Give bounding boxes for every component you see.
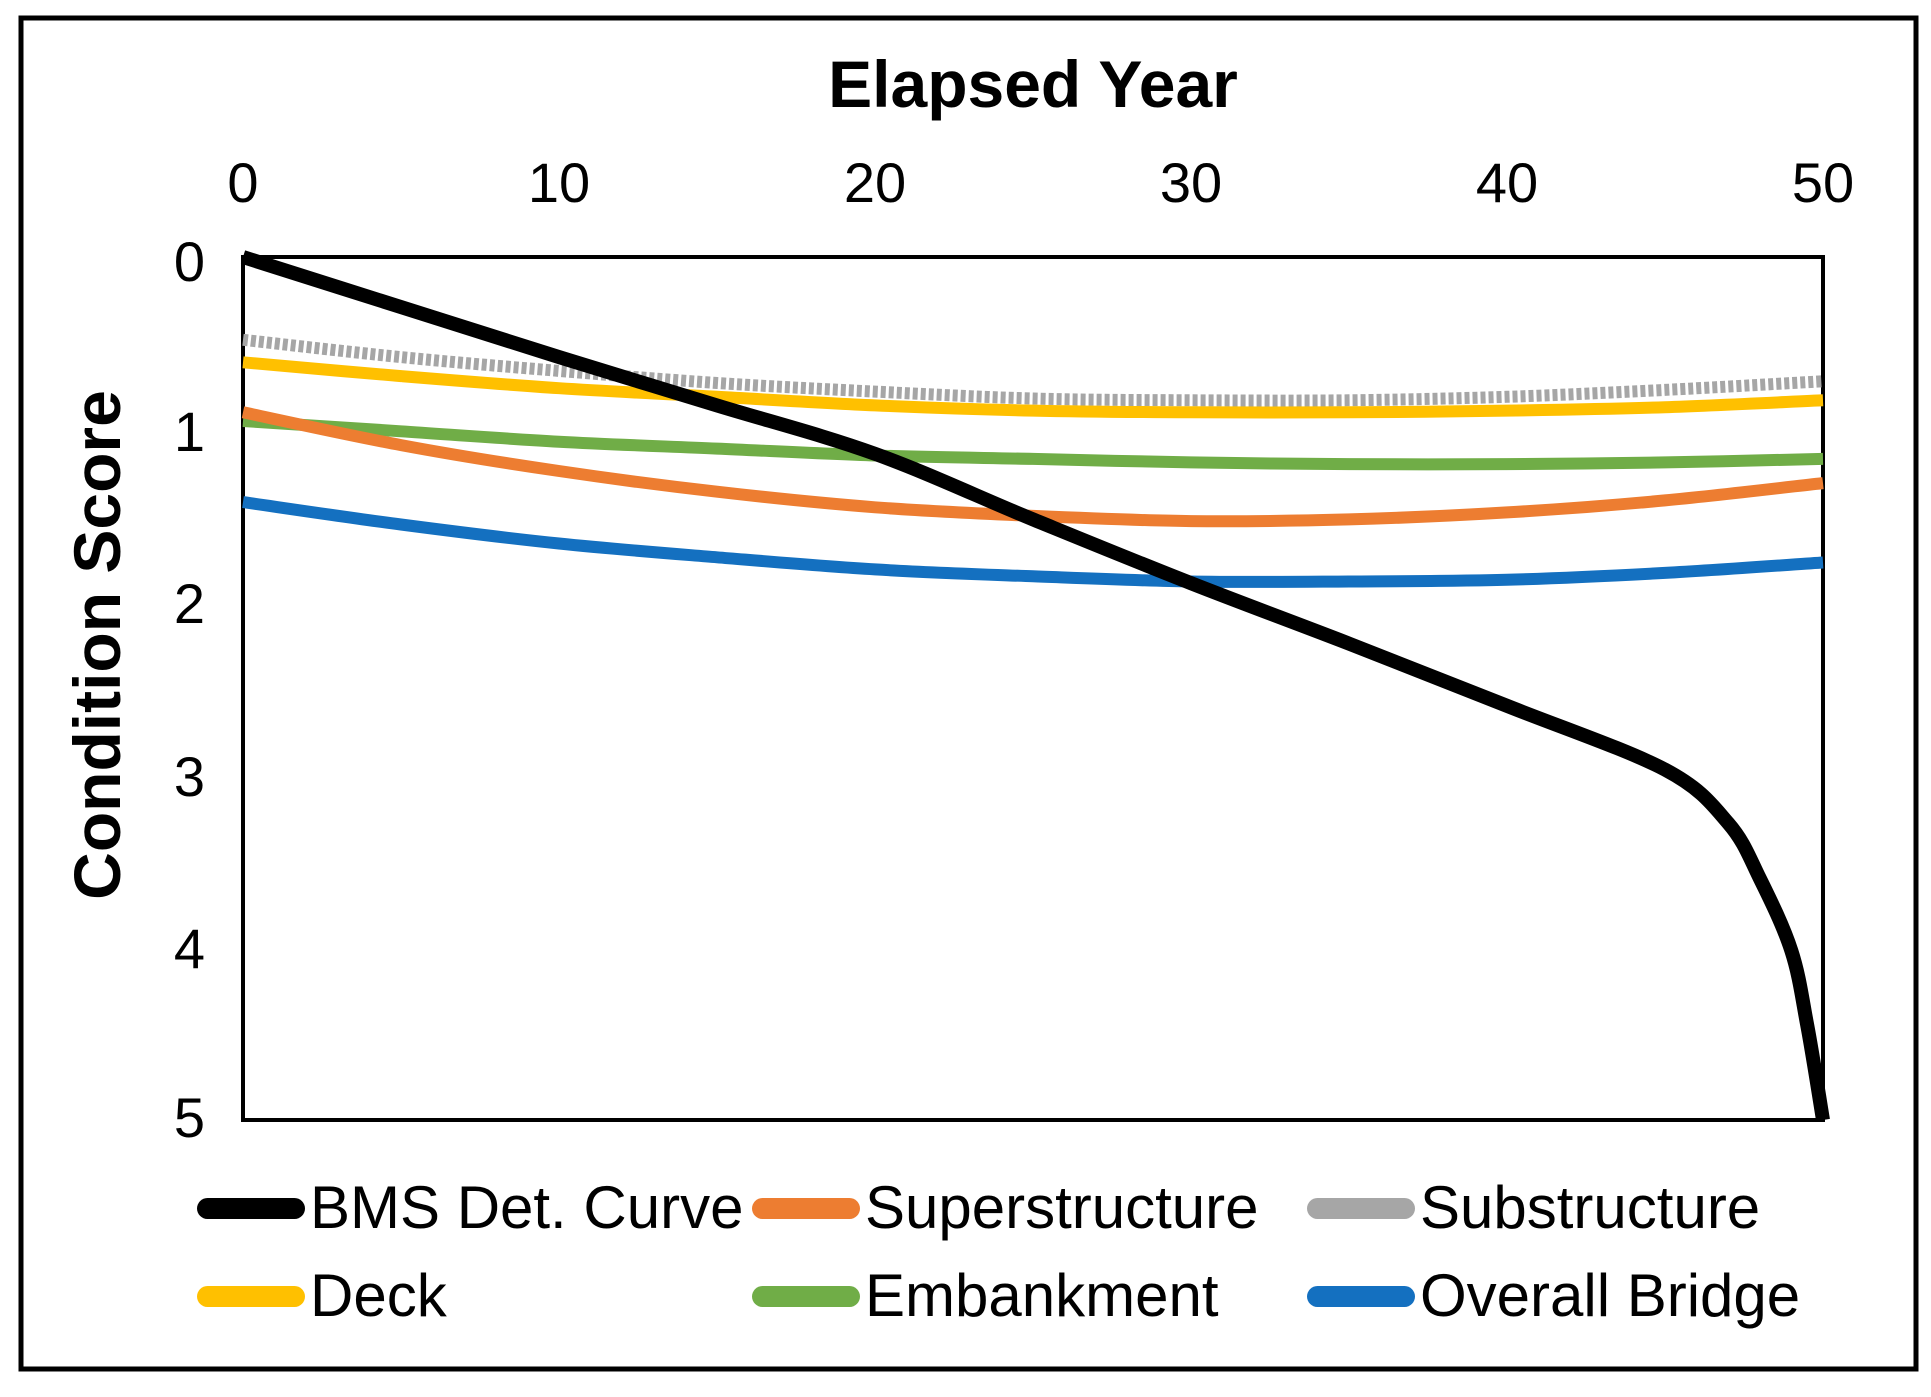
- curve-deck: [242, 356, 1824, 419]
- curve-bms-det-curve: [240, 250, 1830, 1122]
- legend-item-substructure: Substructure: [1307, 1175, 1760, 1241]
- legend-label: Superstructure: [865, 1174, 1259, 1241]
- y-tick-label: 2: [173, 572, 205, 636]
- x-tick-label: 50: [1791, 151, 1855, 214]
- legend-item-bms-det-curve: BMS Det. Curve: [197, 1175, 743, 1241]
- legend-swatch-superstructure: [752, 1197, 860, 1219]
- curve-substructure: [242, 333, 1824, 407]
- legend-swatch-bms-det-curve: [197, 1197, 305, 1219]
- x-tick-label: 0: [227, 151, 259, 214]
- legend-swatch-deck: [197, 1285, 305, 1307]
- legend-swatch-overall-bridge: [1307, 1285, 1415, 1307]
- legend-swatch-substructure: [1307, 1197, 1415, 1219]
- x-tick-label: 20: [843, 151, 907, 214]
- legend-label: BMS Det. Curve: [310, 1174, 744, 1241]
- x-tick-label: 10: [527, 151, 591, 214]
- curves-group: [240, 250, 1830, 1122]
- x-tick-label: 30: [1159, 151, 1223, 214]
- curve-overall-bridge: [242, 496, 1824, 588]
- legend-label: Embankment: [865, 1262, 1219, 1329]
- y-tick-label: 0: [173, 230, 205, 294]
- outer-border: [18, 15, 1919, 1372]
- legend-label: Deck: [310, 1262, 447, 1329]
- x-tick-label: 40: [1475, 151, 1539, 214]
- plot-area-border: [241, 255, 1825, 1122]
- legend-item-superstructure: Superstructure: [752, 1175, 1259, 1241]
- legend-swatch-embankment: [752, 1285, 860, 1307]
- legend-label: Substructure: [1420, 1174, 1761, 1241]
- y-tick-label: 5: [173, 1086, 205, 1150]
- y-axis-title: Condition Score: [60, 390, 134, 900]
- legend-item-overall-bridge: Overall Bridge: [1307, 1263, 1800, 1329]
- x-axis-title: Elapsed Year: [828, 47, 1238, 121]
- curve-embankment: [242, 415, 1824, 471]
- y-tick-label: 4: [173, 917, 205, 981]
- y-tick-label: 1: [173, 400, 205, 464]
- legend-label: Overall Bridge: [1420, 1262, 1801, 1329]
- legend-item-embankment: Embankment: [752, 1263, 1219, 1329]
- legend-item-deck: Deck: [197, 1263, 447, 1329]
- y-tick-label: 3: [173, 745, 205, 809]
